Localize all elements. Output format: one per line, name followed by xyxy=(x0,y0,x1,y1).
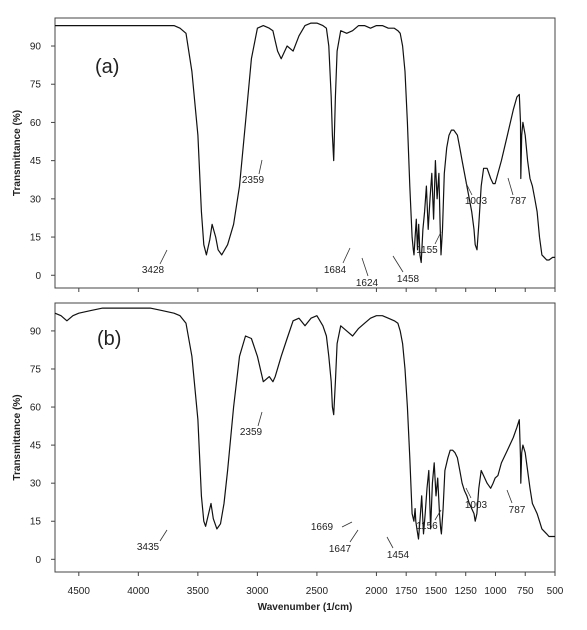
peak-label: 1624 xyxy=(356,278,379,289)
peak-label: 1003 xyxy=(465,500,488,511)
y-tick-label: 45 xyxy=(30,441,42,452)
peak-label: 787 xyxy=(509,505,526,516)
spectrum-line xyxy=(54,307,555,540)
peak-label: 1454 xyxy=(387,550,410,561)
y-tick-label: 0 xyxy=(35,271,41,282)
y-tick-label: 60 xyxy=(30,118,42,129)
peak-leader-line xyxy=(434,231,442,245)
peak-label: 2359 xyxy=(242,175,265,186)
y-tick-label: 75 xyxy=(30,364,42,375)
peak-leader-line xyxy=(349,529,359,543)
peak-leader-line xyxy=(465,487,472,499)
peak-label: 1155 xyxy=(416,245,438,256)
y-tick-label: 15 xyxy=(30,233,42,244)
x-tick-label: 3500 xyxy=(187,586,210,597)
y-tick-label: 30 xyxy=(30,479,42,490)
y-axis-label: Transmittance (%) xyxy=(12,110,23,196)
peak-leader-line xyxy=(159,249,168,265)
spectrum-line xyxy=(55,22,555,264)
peak-label: 3428 xyxy=(142,265,165,276)
y-tick-label: 45 xyxy=(30,156,42,167)
y-tick-label: 0 xyxy=(35,555,41,566)
peak-label: 1669 xyxy=(311,522,334,533)
y-tick-label: 90 xyxy=(30,326,42,337)
peak-label: 1458 xyxy=(397,274,420,285)
peak-leader-line xyxy=(258,159,263,175)
peak-label: 1156 xyxy=(416,521,438,532)
x-tick-label: 1500 xyxy=(425,586,448,597)
peak-leader-line xyxy=(341,521,353,528)
peak-label: 3435 xyxy=(137,542,160,553)
panel-label: (b) xyxy=(97,328,121,350)
x-tick-label: 1250 xyxy=(455,586,478,597)
panel-label: (a) xyxy=(95,56,119,78)
peak-leader-line xyxy=(507,177,514,196)
x-axis-label: Wavenumber (1/cm) xyxy=(258,602,353,613)
peak-leader-line xyxy=(386,536,394,549)
y-axis-label: Transmittance (%) xyxy=(12,394,23,480)
peak-leader-line xyxy=(159,529,168,542)
x-tick-label: 3000 xyxy=(246,586,269,597)
panel-1-frame xyxy=(54,17,556,289)
peak-leader-line xyxy=(342,247,351,264)
x-tick-label: 500 xyxy=(547,586,564,597)
peak-leader-line xyxy=(257,411,263,427)
peak-label: 787 xyxy=(510,196,527,207)
peak-leader-line xyxy=(465,182,473,196)
peak-leader-line xyxy=(434,509,442,521)
x-tick-label: 2500 xyxy=(306,586,329,597)
x-tick-label: 4000 xyxy=(127,586,150,597)
x-tick-label: 2000 xyxy=(365,586,388,597)
y-tick-label: 30 xyxy=(30,194,42,205)
y-tick-label: 15 xyxy=(30,517,42,528)
y-tick-label: 60 xyxy=(30,403,42,414)
panel-2-frame xyxy=(54,302,556,573)
x-tick-label: 1750 xyxy=(395,586,418,597)
x-tick-label: 1000 xyxy=(484,586,507,597)
peak-leader-line xyxy=(506,489,513,504)
x-tick-label: 750 xyxy=(517,586,534,597)
peak-label: 1003 xyxy=(465,196,488,207)
peak-leader-line xyxy=(392,255,404,273)
y-tick-label: 90 xyxy=(30,42,42,53)
peak-label: 1684 xyxy=(324,265,347,276)
peak-label: 2359 xyxy=(240,427,263,438)
y-tick-label: 75 xyxy=(30,80,42,91)
peak-label: 1647 xyxy=(329,544,352,555)
peak-leader-line xyxy=(361,257,369,277)
x-tick-label: 4500 xyxy=(68,586,91,597)
